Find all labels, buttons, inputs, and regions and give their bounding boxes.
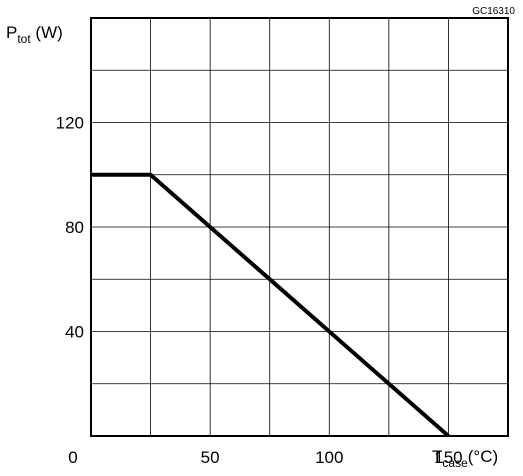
grid-lines — [91, 18, 508, 436]
x-axis-label: Tcase(°C) — [432, 447, 498, 470]
y-tick-label: 80 — [65, 218, 84, 237]
figure-code: GC16310 — [472, 6, 515, 17]
x-tick-label: 100 — [315, 448, 343, 467]
series-line — [91, 172, 450, 438]
series-group — [91, 172, 450, 438]
x-tick-label: 50 — [201, 448, 220, 467]
y-axis-label: Ptot (W) — [6, 23, 63, 46]
plot-frame — [90, 17, 509, 437]
tick-labels: 0 50 100 150 40 80 120 — [56, 114, 463, 468]
y-tick-label: 120 — [56, 114, 84, 133]
x-tick-label: 0 — [68, 448, 77, 467]
x-tick-label: 150 — [434, 448, 462, 467]
y-tick-label: 40 — [65, 323, 84, 342]
